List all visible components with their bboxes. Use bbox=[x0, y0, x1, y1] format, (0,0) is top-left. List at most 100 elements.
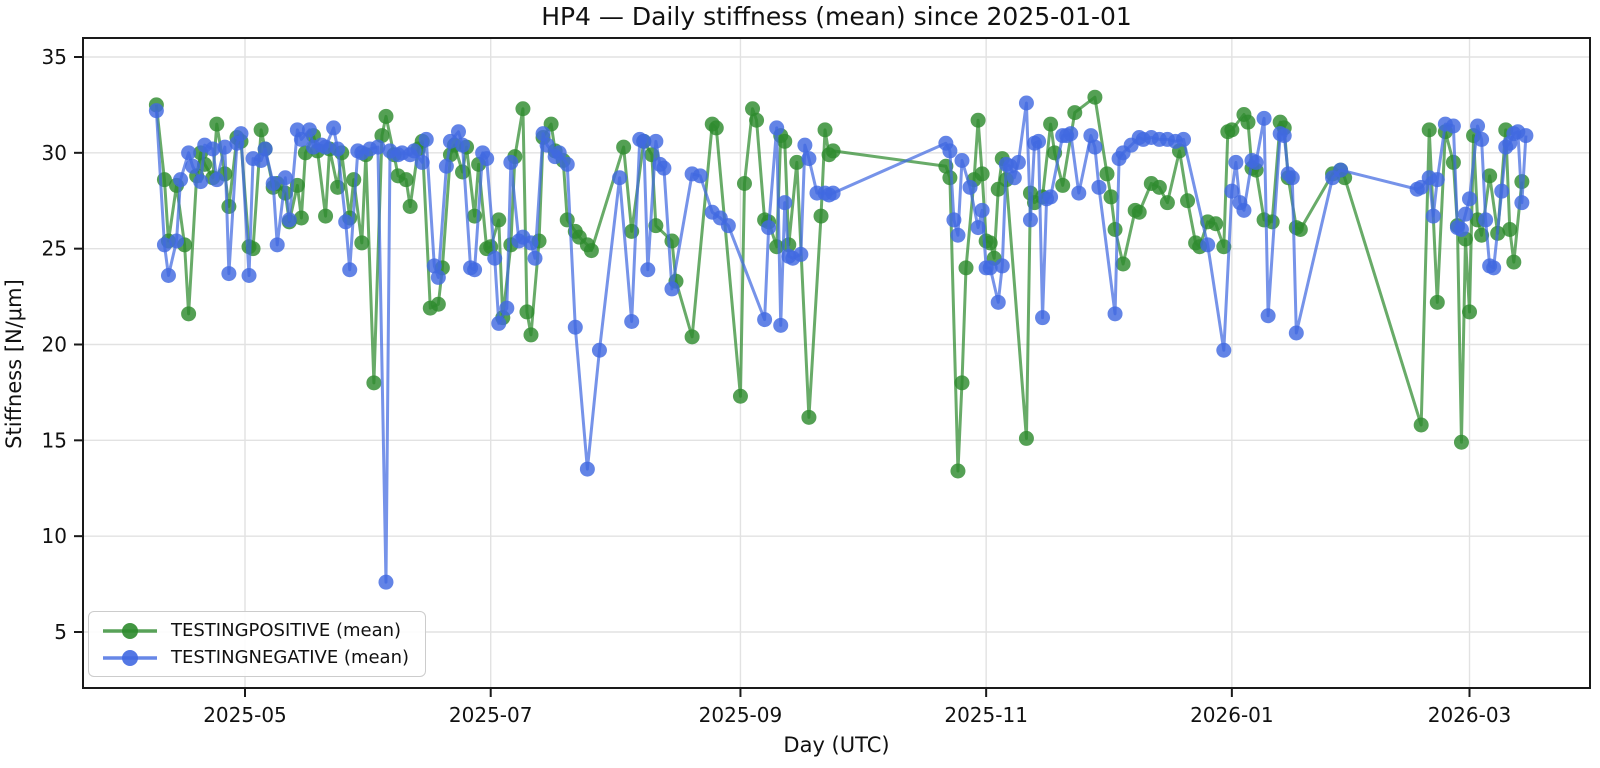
data-point-testingnegative bbox=[1248, 154, 1264, 170]
data-point-testingnegative bbox=[692, 168, 708, 184]
data-point-testingnegative bbox=[527, 250, 543, 266]
data-point-testingpositive bbox=[1208, 216, 1224, 232]
data-point-testingnegative bbox=[982, 260, 998, 276]
data-point-testingpositive bbox=[354, 235, 370, 251]
data-point-testingnegative bbox=[648, 133, 664, 149]
data-point-testingnegative bbox=[326, 120, 342, 136]
data-point-testingnegative bbox=[664, 281, 680, 297]
data-point-testingpositive bbox=[1421, 122, 1437, 138]
legend-item-testingpositive: TESTINGPOSITIVE (mean) bbox=[101, 620, 409, 641]
data-point-testingnegative bbox=[342, 262, 358, 278]
data-point-testingnegative bbox=[491, 315, 507, 331]
data-point-testingpositive bbox=[982, 235, 998, 251]
data-point-testingpositive bbox=[1043, 116, 1059, 132]
data-point-testingnegative bbox=[994, 258, 1010, 274]
data-point-testingnegative bbox=[1031, 133, 1047, 149]
data-point-testingnegative bbox=[221, 266, 237, 282]
data-point-testingnegative bbox=[962, 179, 978, 195]
data-point-testingpositive bbox=[293, 210, 309, 226]
data-point-testingnegative bbox=[330, 141, 346, 157]
data-point-testingpositive bbox=[817, 122, 833, 138]
data-point-testingpositive bbox=[374, 128, 390, 144]
data-point-testingnegative bbox=[1453, 221, 1469, 237]
data-point-testingnegative bbox=[1224, 183, 1240, 199]
data-point-testingnegative bbox=[1236, 202, 1252, 218]
data-point-testingpositive bbox=[749, 112, 765, 128]
data-point-testingpositive bbox=[181, 306, 197, 322]
data-point-testingnegative bbox=[414, 154, 430, 170]
data-point-testingpositive bbox=[1159, 195, 1175, 211]
data-point-testingnegative bbox=[656, 160, 672, 176]
data-point-testingnegative bbox=[1216, 342, 1232, 358]
data-point-testingnegative bbox=[1260, 308, 1276, 324]
data-point-testingnegative bbox=[406, 143, 422, 159]
data-point-testingnegative bbox=[430, 269, 446, 285]
data-point-testingpositive bbox=[253, 122, 269, 138]
data-point-testingpositive bbox=[523, 327, 539, 343]
data-point-testingnegative bbox=[579, 461, 595, 477]
data-point-testingpositive bbox=[1240, 114, 1256, 130]
data-point-testingpositive bbox=[942, 170, 958, 186]
data-point-testingpositive bbox=[950, 463, 966, 479]
data-point-testingnegative bbox=[1087, 139, 1103, 155]
data-point-testingpositive bbox=[519, 304, 535, 320]
data-point-testingpositive bbox=[684, 329, 700, 345]
data-point-testingnegative bbox=[624, 313, 640, 329]
data-point-testingpositive bbox=[958, 260, 974, 276]
data-point-testingpositive bbox=[732, 388, 748, 404]
data-point-testingnegative bbox=[173, 172, 189, 188]
data-point-testingpositive bbox=[777, 133, 793, 149]
data-point-testingnegative bbox=[1228, 154, 1244, 170]
data-point-testingpositive bbox=[616, 139, 632, 155]
data-point-testingpositive bbox=[515, 101, 531, 117]
data-point-testingnegative bbox=[1276, 128, 1292, 144]
data-point-testingpositive bbox=[1506, 254, 1522, 270]
legend: TESTINGPOSITIVE (mean) TESTINGNEGATIVE (m… bbox=[88, 611, 427, 677]
data-point-testingnegative bbox=[974, 202, 990, 218]
data-point-testingpositive bbox=[736, 175, 752, 191]
data-point-testingpositive bbox=[1462, 304, 1478, 320]
data-point-testingpositive bbox=[813, 208, 829, 224]
data-point-testingnegative bbox=[797, 137, 813, 153]
data-point-testingpositive bbox=[366, 375, 382, 391]
data-point-testingnegative bbox=[757, 312, 773, 328]
data-point-testingpositive bbox=[1055, 177, 1071, 193]
data-point-testingpositive bbox=[801, 409, 817, 425]
data-point-testingpositive bbox=[970, 112, 986, 128]
data-point-testingpositive bbox=[402, 198, 418, 214]
data-point-testingnegative bbox=[418, 131, 434, 147]
data-point-testingnegative bbox=[193, 174, 209, 190]
legend-item-testingnegative: TESTINGNEGATIVE (mean) bbox=[101, 647, 409, 668]
data-point-testingpositive bbox=[1413, 417, 1429, 433]
data-point-testingnegative bbox=[205, 141, 221, 157]
data-point-testingnegative bbox=[181, 145, 197, 161]
data-point-testingnegative bbox=[499, 300, 515, 316]
data-point-testingnegative bbox=[942, 143, 958, 159]
legend-marker-icon bbox=[122, 622, 138, 639]
data-point-testingnegative bbox=[318, 139, 334, 155]
data-point-testingnegative bbox=[455, 137, 471, 153]
data-point-testingpositive bbox=[378, 108, 394, 124]
data-point-testingnegative bbox=[1063, 126, 1079, 142]
data-point-testingpositive bbox=[1180, 193, 1196, 209]
y-tick-label: 25 bbox=[42, 237, 67, 261]
data-point-testingpositive bbox=[346, 172, 362, 188]
data-point-testingpositive bbox=[1429, 294, 1445, 310]
data-point-testingnegative bbox=[636, 133, 652, 149]
data-point-testingnegative bbox=[523, 235, 539, 251]
x-tick-label: 2025-05 bbox=[203, 703, 287, 727]
data-point-testingnegative bbox=[1043, 189, 1059, 205]
data-point-testingnegative bbox=[1010, 154, 1026, 170]
data-point-testingnegative bbox=[640, 262, 656, 278]
data-point-testingnegative bbox=[1474, 131, 1490, 147]
data-point-testingnegative bbox=[1176, 131, 1192, 147]
data-point-testingnegative bbox=[1514, 195, 1530, 211]
data-point-testingnegative bbox=[535, 126, 551, 142]
data-point-testingpositive bbox=[583, 243, 599, 259]
data-point-testingnegative bbox=[559, 156, 575, 172]
data-point-testingnegative bbox=[1256, 110, 1272, 126]
data-point-testingnegative bbox=[1091, 179, 1107, 195]
data-point-testingnegative bbox=[185, 158, 201, 174]
data-point-testingpositive bbox=[708, 120, 724, 136]
